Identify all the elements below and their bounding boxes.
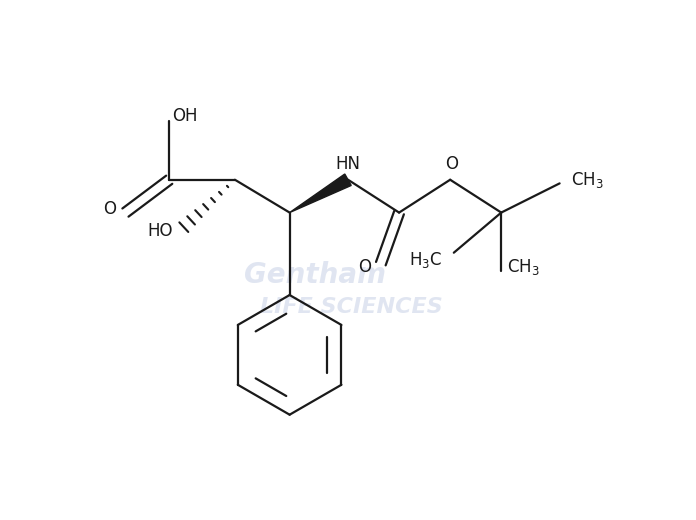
Text: CH$_3$: CH$_3$ (507, 257, 539, 277)
Text: CH$_3$: CH$_3$ (571, 170, 603, 190)
Text: H$_3$C: H$_3$C (409, 250, 443, 270)
Text: O: O (103, 200, 116, 218)
Polygon shape (290, 174, 351, 213)
Text: OH: OH (173, 107, 198, 124)
Text: O: O (445, 154, 458, 173)
Text: HO: HO (148, 222, 173, 240)
Text: LIFE SCIENCES: LIFE SCIENCES (260, 297, 443, 317)
Text: Gentham: Gentham (244, 261, 386, 289)
Text: O: O (358, 258, 371, 276)
Text: HN: HN (335, 154, 361, 173)
